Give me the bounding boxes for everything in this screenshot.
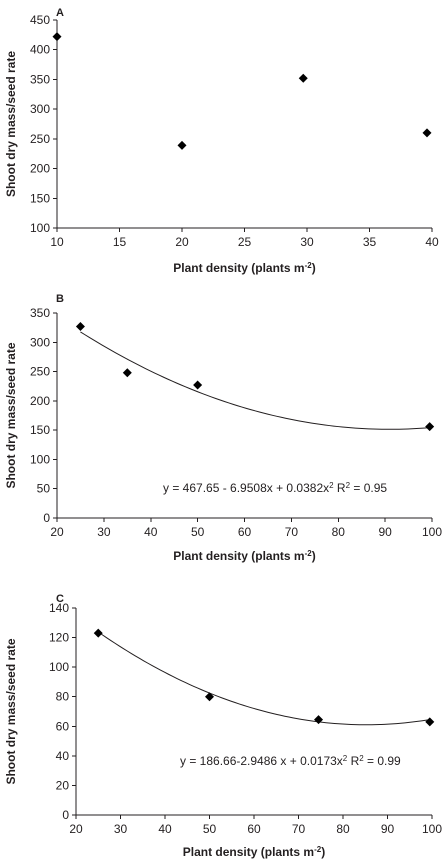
chart-panel-a: 100 150 200 250 300 350 400 450 10 15 20 25 30 35 40 A P…	[4, 7, 439, 275]
x-tick-label: 10	[50, 235, 64, 249]
x-tick-label: 30	[114, 822, 128, 836]
x-tick-label: 30	[97, 525, 111, 539]
x-tick-label: 80	[336, 822, 350, 836]
data-point	[422, 128, 432, 138]
y-tick-label: 140	[49, 601, 69, 615]
y-axis-title: Shoot dry mass/seed rate	[4, 51, 18, 197]
y-tick-label: 200	[30, 162, 50, 176]
y-tick-label: 150	[30, 191, 50, 205]
chart-panel-b: 0 50 100 150 200 250 300 350 20 30 40 50 60 70 80 90 100…	[4, 293, 442, 563]
x-tick-label: 90	[378, 525, 392, 539]
y-tick-label: 350	[30, 72, 50, 86]
y-tick-label: 300	[30, 335, 50, 349]
trend-line	[97, 631, 430, 726]
panel-label: B	[56, 293, 64, 305]
x-tick-label: 25	[238, 235, 252, 249]
y-tick-label: 450	[30, 13, 50, 27]
x-tick-label: 50	[191, 525, 205, 539]
y-tick-label: 300	[30, 102, 50, 116]
trend-equation: y = 467.65 - 6.9508x + 0.0382x2 R2 = 0.9…	[163, 481, 387, 496]
data-point	[425, 422, 435, 432]
y-tick-label: 60	[56, 719, 70, 733]
y-axis-title: Shoot dry mass/seed rate	[4, 342, 18, 488]
data-point	[314, 715, 324, 725]
y-tick-label: 40	[56, 749, 70, 763]
data-point	[75, 321, 85, 331]
x-axis-title: Plant density (plants m-2)	[183, 845, 325, 860]
y-tick-label: 100	[49, 660, 69, 674]
x-tick-label: 35	[363, 235, 377, 249]
data-point	[193, 380, 203, 390]
data-point	[205, 692, 214, 702]
x-tick-label: 70	[285, 525, 299, 539]
y-tick-label: 120	[49, 631, 69, 645]
x-tick-label: 40	[144, 525, 158, 539]
y-tick-label: 80	[56, 690, 70, 704]
y-tick-label: 50	[37, 482, 51, 496]
y-tick-label: 100	[30, 221, 50, 235]
data-point	[177, 140, 187, 150]
y-tick-label: 250	[30, 132, 50, 146]
data-point	[93, 628, 103, 638]
x-tick-label: 100	[422, 822, 442, 836]
data-point	[425, 717, 435, 727]
y-tick-label: 400	[30, 43, 50, 57]
y-tick-label: 350	[30, 306, 50, 320]
x-axis-title: Plant density (plants m-2)	[173, 549, 315, 564]
y-tick-label: 20	[56, 778, 70, 792]
x-tick-label: 60	[238, 525, 252, 539]
x-tick-label: 90	[381, 822, 395, 836]
y-axis-title: Shoot dry mass/seed rate	[4, 638, 18, 784]
y-tick-label: 0	[62, 808, 69, 822]
data-point	[122, 368, 132, 378]
x-tick-label: 40	[425, 235, 439, 249]
x-tick-label: 50	[203, 822, 217, 836]
y-tick-label: 0	[43, 511, 50, 525]
x-tick-label: 80	[332, 525, 346, 539]
x-axis-title: Plant density (plants m-2)	[173, 261, 315, 276]
x-tick-label: 30	[300, 235, 314, 249]
panel-label: A	[56, 7, 64, 19]
trend-line	[80, 331, 430, 430]
y-tick-label: 150	[30, 423, 50, 437]
panel-label: C	[56, 593, 64, 605]
x-tick-label: 100	[422, 525, 442, 539]
x-tick-label: 60	[247, 822, 261, 836]
data-point	[298, 73, 308, 83]
x-tick-label: 15	[113, 235, 127, 249]
x-tick-label: 70	[292, 822, 306, 836]
y-tick-label: 100	[30, 452, 50, 466]
x-tick-label: 20	[175, 235, 189, 249]
x-tick-label: 20	[50, 525, 64, 539]
trend-equation: y = 186.66-2.9486 x + 0.0173x2 R2 = 0.99	[180, 754, 401, 769]
data-point	[52, 32, 62, 42]
x-tick-label: 20	[69, 822, 83, 836]
y-tick-label: 200	[30, 394, 50, 408]
y-tick-label: 250	[30, 365, 50, 379]
x-tick-label: 40	[158, 822, 172, 836]
